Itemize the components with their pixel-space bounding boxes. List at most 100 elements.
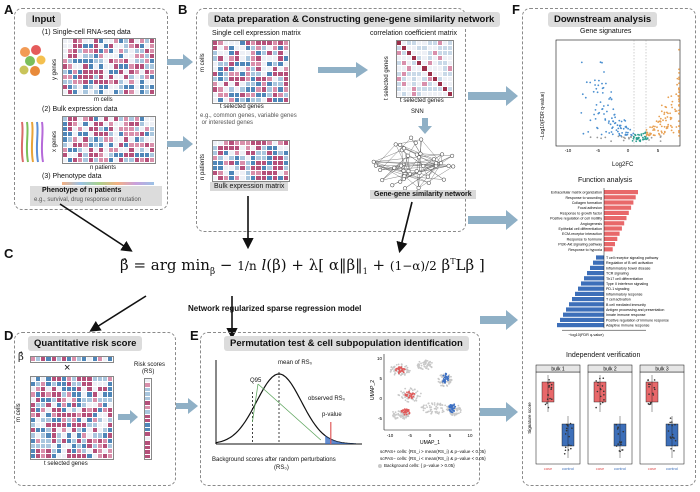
function-bar-down (578, 286, 604, 291)
umap-point-background (392, 366, 394, 369)
heatmap-cell (87, 428, 93, 434)
heatmap-cell (68, 39, 74, 45)
heatmap-cell (46, 402, 52, 408)
box-point-case (595, 406, 597, 409)
volcano-point (647, 134, 650, 137)
heatmap-cell (73, 39, 79, 45)
heatmap-cell (267, 66, 273, 72)
volcano-point (663, 113, 666, 115)
heatmap-cell (109, 49, 115, 55)
heatmap-cell (278, 61, 284, 67)
umap-point-scpas-pos (404, 393, 407, 396)
volcano-point (678, 76, 680, 79)
umap-point-background (430, 411, 433, 414)
volcano-point (580, 61, 583, 64)
heatmap-cell (229, 77, 235, 83)
heatmap-cell (240, 61, 246, 67)
volcano-point (655, 120, 658, 123)
heatmap-cell (107, 433, 113, 439)
heatmap-cell (114, 117, 120, 123)
heatmap-cell (240, 166, 246, 171)
heatmap-cell (145, 387, 151, 393)
heatmap-cell (427, 81, 433, 87)
heatmap-cell (61, 412, 67, 418)
heatmap-cell (119, 74, 125, 80)
function-bar-up (604, 242, 615, 247)
heatmap-cell (250, 41, 257, 47)
heatmap-cell (437, 86, 443, 92)
umap-point-background (397, 412, 400, 415)
heatmap-cell (107, 423, 113, 429)
umap-point-scpas-pos (402, 371, 405, 374)
arrow-snn (418, 118, 432, 139)
heatmap-cell (412, 66, 418, 72)
volcano-point (601, 61, 603, 64)
sc-expression-heatmap (212, 40, 290, 104)
box-point-control (563, 452, 566, 455)
heatmap-cell (213, 61, 219, 67)
box-point-control (615, 423, 618, 426)
heatmap-cell (129, 49, 135, 55)
heatmap-cell (144, 137, 150, 143)
heatmap-cell (109, 152, 115, 158)
heatmap-cell (245, 156, 251, 161)
function-analysis-label: Function analysis (578, 177, 633, 184)
heatmap-cell (149, 122, 155, 128)
heatmap-cell (283, 41, 289, 47)
volcano-point (660, 104, 663, 107)
heatmap-cell (283, 82, 289, 88)
volcano-point (618, 119, 621, 122)
network-edge (373, 161, 454, 167)
volcano-point (658, 115, 661, 118)
volcano-plot: -10 -5 0 5 (555, 39, 681, 153)
umap-point-background (406, 371, 409, 374)
gene-network (371, 135, 456, 191)
heatmap-cell (36, 443, 42, 449)
umap-point-scpas-pos (404, 409, 407, 412)
heatmap-cell (72, 423, 78, 429)
heatmap-cell (213, 66, 219, 72)
box-point-case (649, 403, 652, 405)
heatmap-cell (73, 49, 79, 55)
heatmap-cell (68, 84, 74, 90)
heatmap-cell (149, 39, 155, 45)
heatmap-cell (407, 41, 413, 47)
heatmap-cell (72, 387, 78, 393)
heatmap-cell (119, 69, 125, 75)
heatmap-cell (97, 433, 103, 439)
heatmap-cell (41, 418, 47, 424)
heatmap-cell (245, 66, 251, 72)
umap-point-background (446, 385, 449, 387)
function-bar-up (604, 205, 632, 210)
heatmap-cell (88, 137, 94, 143)
box-point-case (596, 390, 599, 393)
dist-curve (215, 373, 356, 445)
heatmap-cell (149, 49, 155, 55)
box-point-control (667, 423, 670, 426)
heatmap-cell (78, 69, 84, 75)
heatmap-cell (83, 69, 89, 75)
panel-f-letter: F (512, 2, 520, 17)
volcano-point (589, 119, 592, 122)
heatmap-cell (61, 392, 67, 398)
umap-point-background (436, 406, 439, 409)
heatmap-cell (144, 39, 150, 45)
umap-point-background (404, 365, 406, 368)
heatmap-cell (61, 453, 67, 459)
group-label-case: case (648, 466, 657, 471)
heatmap-cell (87, 412, 93, 418)
heatmap-cell (83, 127, 89, 133)
heatmap-cell (93, 39, 99, 45)
volcano-point (608, 132, 611, 134)
function-bar-down (587, 271, 604, 276)
heatmap-cell (36, 377, 42, 383)
heatmap-cell (218, 161, 224, 166)
box-point-case (652, 392, 654, 395)
heatmap-cell (278, 97, 284, 103)
heatmap-cell (144, 44, 150, 50)
heatmap-cell (73, 152, 79, 158)
umap-point-background (436, 412, 439, 415)
umap-point-scpas-pos (405, 413, 408, 416)
heatmap-cell (447, 51, 453, 57)
heatmap-cell (63, 39, 69, 45)
